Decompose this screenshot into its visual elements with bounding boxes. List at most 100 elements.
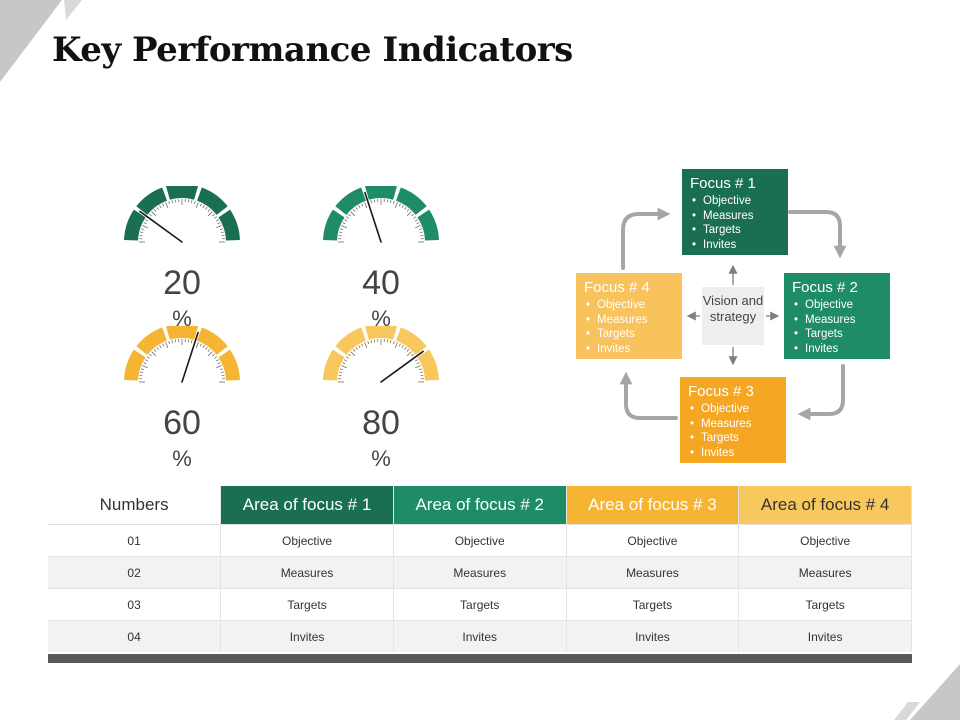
- focus-item: Measures: [692, 209, 780, 224]
- cycle-arrow: [619, 207, 847, 421]
- gauge-tick: [344, 219, 348, 222]
- gauge-segment: [136, 327, 167, 355]
- gauge-segment: [396, 327, 427, 355]
- gauge-segment: [365, 326, 397, 340]
- gauge-tick: [171, 340, 174, 344]
- gauge-segment: [124, 349, 146, 381]
- gauge-tick: [370, 340, 373, 344]
- table-cell: Invites: [220, 620, 394, 652]
- gauge-tick: [149, 353, 152, 357]
- gauge-segment: [417, 349, 439, 381]
- gauge-tick: [414, 219, 418, 222]
- gauge-tick: [342, 362, 346, 365]
- table-cell: Measures: [566, 556, 740, 589]
- table-footer-bar: [48, 654, 912, 663]
- gauge-tick: [215, 219, 219, 222]
- gauge-tick: [202, 345, 205, 349]
- gauge-segment: [323, 349, 345, 381]
- gauge-tick: [207, 209, 211, 212]
- gauge-tick: [413, 216, 417, 219]
- gauge-tick: [195, 202, 199, 208]
- gauge-tick: [411, 213, 414, 217]
- focus-item: Measures: [690, 417, 778, 432]
- focus-title: Focus # 4: [584, 279, 650, 296]
- header-area-4: Area of focus # 4: [738, 486, 912, 525]
- gauge-dial: [323, 186, 439, 243]
- header-area-2: Area of focus # 2: [393, 486, 567, 525]
- gauge-segment: [335, 327, 366, 355]
- focus-item: Invites: [692, 238, 780, 253]
- gauge-tick: [348, 353, 351, 357]
- arrow-4-to-1: [621, 207, 671, 270]
- gauge-tick: [370, 200, 373, 204]
- gauge-needle: [364, 191, 382, 243]
- gauge-tick: [401, 345, 404, 349]
- gauge-tick: [149, 213, 152, 217]
- gauge-tick: [165, 202, 169, 208]
- gauge-tick: [207, 351, 213, 357]
- gauge-tick: [389, 200, 392, 204]
- table-cell: 01: [48, 524, 222, 557]
- focus-box-4: Focus # 4 Objective Measures Targets Inv…: [576, 273, 682, 359]
- gauge-dial: [323, 326, 439, 383]
- gauge-tick: [151, 211, 157, 217]
- gauge-segment: [335, 187, 366, 215]
- gauge-tick: [140, 231, 144, 234]
- gauge-tick: [398, 203, 401, 207]
- gauge-tick: [398, 343, 401, 347]
- focus-item: Objective: [586, 298, 674, 313]
- focus-list: Objective Measures Targets Invites: [690, 194, 780, 252]
- table-cell: 04: [48, 620, 222, 652]
- gauge-tick: [217, 222, 221, 225]
- gauge-tick: [348, 213, 351, 217]
- gauge-tick: [207, 349, 211, 352]
- gauge-tick: [415, 365, 421, 369]
- table-cell: Invites: [566, 620, 740, 652]
- gauge-tick: [216, 225, 222, 229]
- gauge-tick: [142, 225, 148, 229]
- gauge-tick: [193, 200, 196, 205]
- gauge-tick: [212, 353, 215, 357]
- gauge-tick: [142, 365, 148, 369]
- gauge-segment: [197, 187, 228, 215]
- table-cell: Targets: [220, 588, 394, 621]
- table-cell: Invites: [738, 620, 912, 652]
- table-cell: Targets: [393, 588, 567, 621]
- gauge-tick: [145, 359, 149, 362]
- gauge-tick: [345, 216, 349, 219]
- gauge-tick: [341, 225, 347, 229]
- table-row: 01 Objective Objective Objective Objecti…: [48, 524, 912, 557]
- gauge-tick: [159, 205, 162, 209]
- gauge-tick: [419, 231, 423, 234]
- vision-strategy-box: Vision and strategy: [702, 287, 764, 345]
- gauge-unit: %: [172, 306, 192, 331]
- gauge-tick: [364, 342, 368, 348]
- table-cell: Measures: [738, 556, 912, 589]
- table-cell: 03: [48, 588, 222, 621]
- table-header-row: Numbers Area of focus # 1 Area of focus …: [48, 486, 912, 525]
- gauge-segment: [417, 209, 439, 241]
- focus-box-1: Focus # 1 Objective Measures Targets Inv…: [682, 169, 788, 255]
- header-numbers: Numbers: [48, 486, 222, 525]
- gauge-tick: [355, 346, 358, 350]
- gauge-tick: [358, 205, 361, 209]
- gauge-unit: %: [371, 306, 391, 331]
- gauge-tick: [146, 356, 150, 359]
- focus-item: Targets: [586, 327, 674, 342]
- kpi-table: Numbers Area of focus # 1 Area of focus …: [48, 486, 912, 652]
- table-row: 02 Measures Measures Measures Measures: [48, 556, 912, 589]
- gauge-segment: [166, 326, 198, 340]
- gauge-tick: [205, 206, 208, 210]
- gauge-tick: [339, 371, 343, 374]
- gauge-tick: [165, 342, 169, 348]
- gauge-tick: [342, 222, 346, 225]
- gauge-tick: [168, 340, 171, 345]
- gauge-needle: [139, 210, 183, 243]
- focus-item: Measures: [586, 313, 674, 328]
- gauge-tick: [168, 200, 171, 205]
- focus-title: Focus # 2: [792, 279, 858, 296]
- gauge-tick: [202, 205, 205, 209]
- gauge-segment: [365, 186, 397, 200]
- gauge-tick: [358, 345, 361, 349]
- gauge-tick: [212, 213, 215, 217]
